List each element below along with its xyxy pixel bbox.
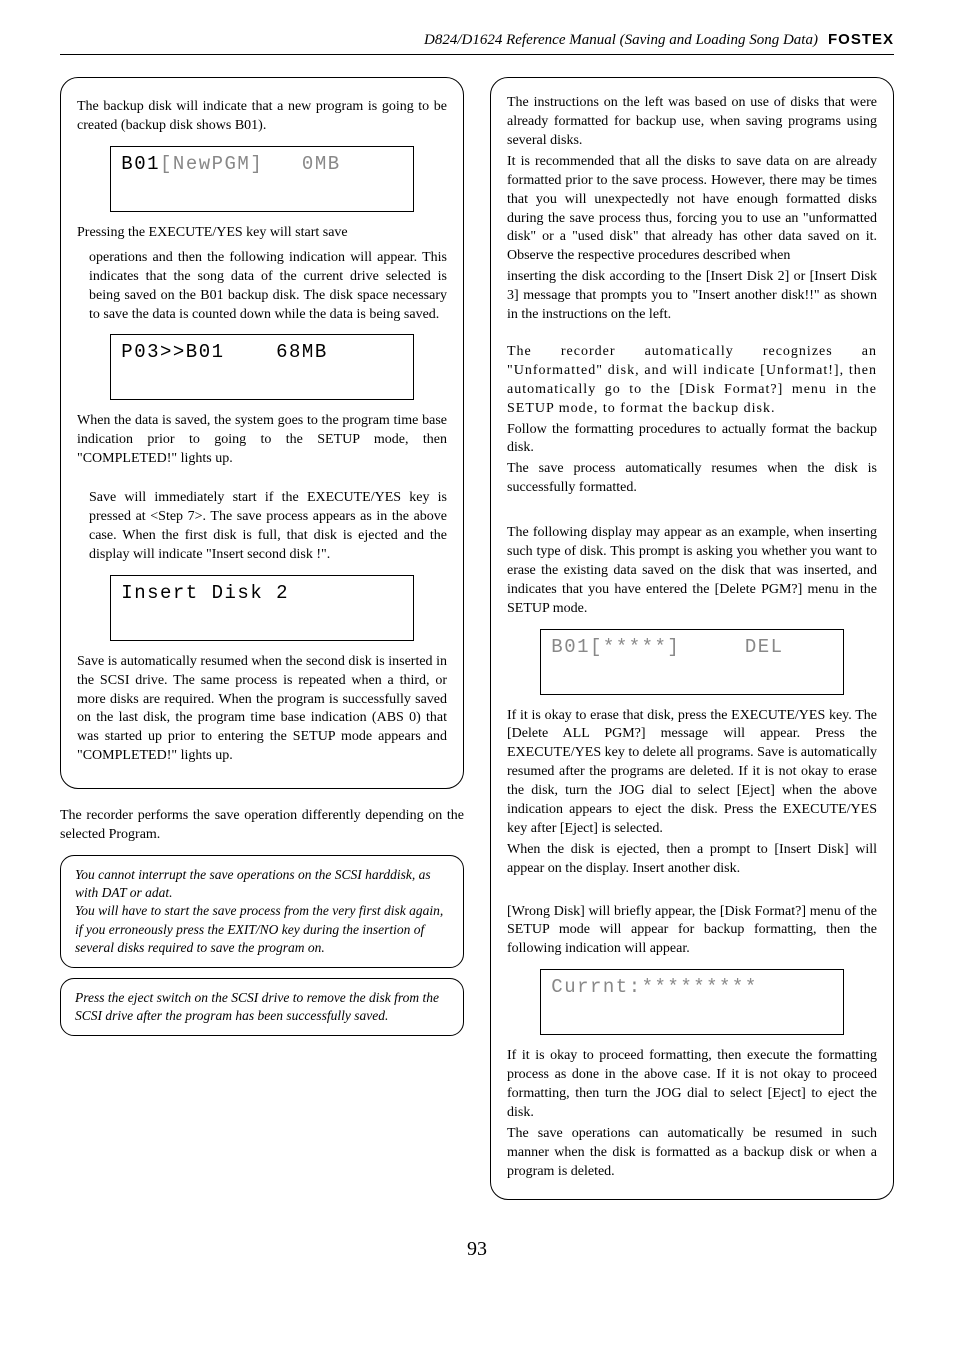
lcd-currnt-text: Currnt:********* [551,975,757,1001]
mini-panel-1: You cannot interrupt the save operations… [60,855,464,968]
left-p2b: operations and then the following indica… [89,249,447,325]
lcd-del-dim: [*****] DEL [590,635,784,661]
lcd-newpgm-dim: [NewPGM] 0MB [160,152,341,178]
right-p10: [Wrong Disk] will briefly appear, the [D… [507,903,877,960]
right-panel: The instructions on the left was based o… [490,77,894,1200]
lcd-progress: P03>>B01 68MB [110,334,413,400]
mini-panel-2: Press the eject switch on the SCSI drive… [60,978,464,1036]
right-p5: Follow the formatting procedures to actu… [507,421,877,459]
right-p12: The save operations can automatically be… [507,1125,877,1182]
left-p1: The backup disk will indicate that a new… [77,98,447,136]
header-title: D824/D1624 Reference Manual (Saving and … [424,30,818,50]
lcd-insert: Insert Disk 2 [110,575,413,641]
right-p4: The recorder automatically recognizes an… [507,343,877,419]
brand-logo: FOSTEX [828,30,894,50]
left-p3: When the data is saved, the system goes … [77,412,447,469]
right-p1: The instructions on the left was based o… [507,94,877,151]
right-p7: The following display may appear as an e… [507,524,877,618]
page-number: 93 [60,1236,894,1263]
lcd-del-vis: B01 [551,635,590,661]
right-p3: inserting the disk according to the [Ins… [507,268,877,325]
right-p11: If it is okay to proceed formatting, the… [507,1047,877,1123]
right-p6: The save process automatically resumes w… [507,460,877,498]
left-p5: Save is automatically resumed when the s… [77,653,447,766]
right-p8: If it is okay to erase that disk, press … [507,707,877,839]
left-p4: Save will immediately start if the EXECU… [89,489,447,565]
lcd-newpgm-visible: B01 [121,152,160,178]
lcd-currnt: Currnt:********* [540,969,843,1035]
left-panel: The backup disk will indicate that a new… [60,77,464,789]
right-p9: When the disk is ejected, then a prompt … [507,841,877,879]
right-p2: It is recommended that all the disks to … [507,153,877,266]
lcd-insert-text: Insert Disk 2 [121,581,289,607]
lcd-progress-text: P03>>B01 68MB [121,340,327,366]
left-p2a: Pressing the EXECUTE/YES key will start … [77,224,447,243]
mini1-text: You cannot interrupt the save operations… [75,867,443,955]
lcd-newpgm: B01[NewPGM] 0MB [110,146,413,212]
mini2-text: Press the eject switch on the SCSI drive… [75,990,439,1023]
left-note: The recorder performs the save operation… [60,807,464,845]
lcd-del: B01[*****] DEL [540,629,843,695]
